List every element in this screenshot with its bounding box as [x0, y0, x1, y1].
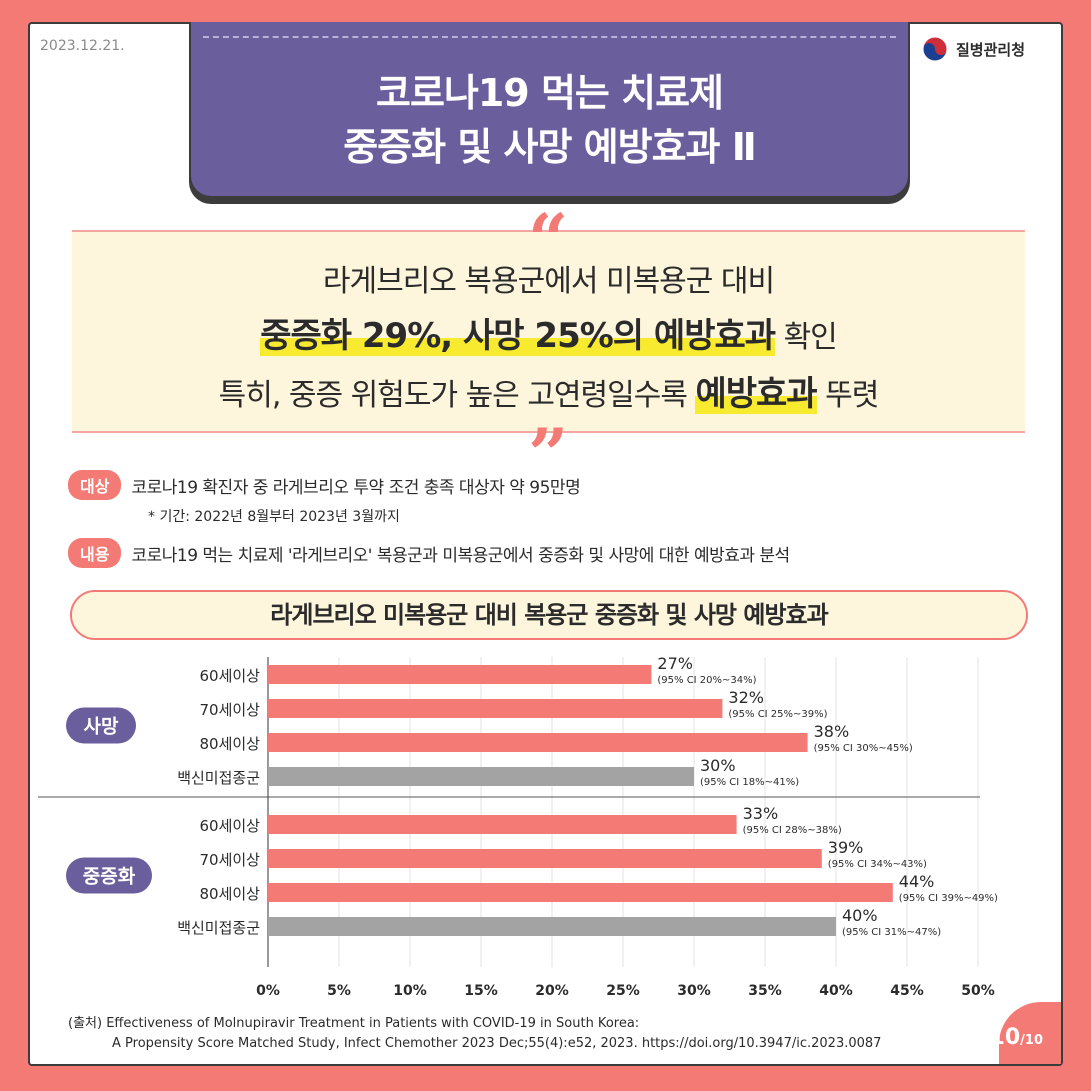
x-tick-label: 0% [256, 983, 280, 999]
quote-highlight-1: 중증화 29%, 사망 25%의 예방효과 [260, 316, 776, 356]
category-label: 백신미접종군 [177, 919, 260, 937]
x-tick-label: 20% [535, 983, 569, 999]
quote-line-1: 라게브리오 복용군에서 미복용군 대비 [322, 264, 775, 299]
period-note: * 기간: 2022년 8월부터 2023년 3월까지 [148, 509, 400, 525]
quote-line-2: 중증화 29%, 사망 25%의 예방효과 확인 [72, 308, 1025, 357]
value-label: 39% [828, 838, 864, 857]
ci-label: (95% CI 25%~39%) [728, 709, 827, 720]
group-pill-1 [66, 857, 152, 894]
x-tick-label: 5% [327, 983, 351, 999]
ci-label: (95% CI 28%~38%) [743, 825, 842, 836]
x-tick-label: 40% [819, 983, 853, 999]
title-banner: 코로나19 먹는 치료제 중증화 및 사망 예방효과 Ⅱ [189, 22, 910, 198]
title-line-2: 중증화 및 사망 예방효과 Ⅱ [343, 125, 757, 169]
content-row: 내용 코로나19 먹는 치료제 '라게브리오' 복용군과 미복용군에서 중증화 … [68, 538, 790, 568]
bar [268, 699, 723, 718]
open-quote-icon: “ [528, 198, 569, 281]
quote-line-2-rest: 확인 [775, 320, 838, 355]
taegeuk-icon [922, 36, 948, 62]
x-tick-label: 15% [464, 983, 498, 999]
source-citation: (출처) Effectiveness of Molnupiravir Treat… [68, 1014, 881, 1054]
category-label: 70세이상 [200, 701, 261, 719]
category-label: 백신미접종군 [177, 769, 260, 787]
ci-label: (95% CI 30%~45%) [814, 743, 913, 754]
page-number: 10/10 [990, 1025, 1043, 1050]
title-dashed-line [203, 36, 896, 38]
source-line-2: A Propensity Score Matched Study, Infect… [112, 1036, 882, 1051]
x-tick-label: 45% [890, 983, 924, 999]
value-label: 30% [700, 756, 736, 775]
value-label: 40% [842, 906, 878, 925]
group-label: 중증화 [83, 866, 136, 888]
agency-name: 질병관리청 [956, 40, 1026, 59]
bar-chart: 0% 5% 10% 15% 20% 25% 30% 35% 40% 45% 50% 60세이상 27% (… [38, 654, 998, 999]
group-label: 사망 [84, 716, 119, 738]
quote-line-3: 특히, 중증 위험도가 높은 고연령일수록 예방효과 뚜렷 [72, 366, 1025, 415]
bar [268, 917, 836, 936]
bar [268, 767, 694, 786]
title-line-1: 코로나19 먹는 치료제 [375, 71, 724, 115]
quote-line-3-rest: 뚜렷 [816, 378, 879, 413]
category-label: 70세이상 [200, 851, 261, 869]
category-label: 60세이상 [200, 667, 261, 685]
bar [268, 849, 822, 868]
value-label: 38% [814, 722, 850, 741]
value-label: 33% [743, 804, 779, 823]
group-pill-0 [66, 707, 136, 744]
quote-line-3-pre: 특히, 중증 위험도가 높은 고연령일수록 [218, 378, 696, 413]
ci-label: (95% CI 34%~43%) [828, 859, 927, 870]
value-label: 27% [657, 654, 693, 673]
bar [268, 883, 893, 902]
source-line-1: (출처) Effectiveness of Molnupiravir Treat… [68, 1016, 640, 1031]
target-pill: 대상 [68, 470, 122, 500]
bar [268, 665, 652, 684]
agency-logo: 질병관리청 [922, 36, 1025, 62]
category-label: 80세이상 [200, 735, 261, 753]
chart-title: 라게브리오 미복용군 대비 복용군 중증화 및 사망 예방효과 [70, 590, 1028, 640]
content-text: 코로나19 먹는 치료제 '라게브리오' 복용군과 미복용군에서 중증화 및 사… [131, 545, 790, 566]
date-label: 2023.12.21. [40, 38, 125, 54]
value-label: 44% [899, 872, 935, 891]
target-text: 코로나19 확진자 중 라게브리오 투약 조건 충족 대상자 약 95만명 [131, 477, 581, 498]
x-tick-label: 35% [748, 983, 782, 999]
bar [268, 733, 808, 752]
ci-label: (95% CI 31%~47%) [842, 927, 941, 938]
ci-label: (95% CI 39%~49%) [899, 893, 998, 904]
ci-label: (95% CI 20%~34%) [657, 675, 756, 686]
page-total: /10 [1020, 1033, 1043, 1048]
x-tick-label: 10% [393, 983, 427, 999]
category-label: 60세이상 [200, 817, 261, 835]
value-label: 32% [728, 688, 764, 707]
quote-highlight-2: 예방효과 [695, 374, 818, 414]
x-tick-label: 30% [677, 983, 711, 999]
close-quote-icon: ” [528, 413, 569, 496]
target-row: 대상 코로나19 확진자 중 라게브리오 투약 조건 충족 대상자 약 95만명 [68, 470, 581, 500]
content-pill: 내용 [68, 538, 122, 568]
x-tick-label: 50% [961, 983, 995, 999]
x-tick-label: 25% [606, 983, 640, 999]
category-label: 80세이상 [200, 885, 261, 903]
bar [268, 815, 737, 834]
ci-label: (95% CI 18%~41%) [700, 777, 799, 788]
page-corner: 10/10 [990, 1002, 1061, 1064]
page-current: 10 [989, 1025, 1021, 1050]
